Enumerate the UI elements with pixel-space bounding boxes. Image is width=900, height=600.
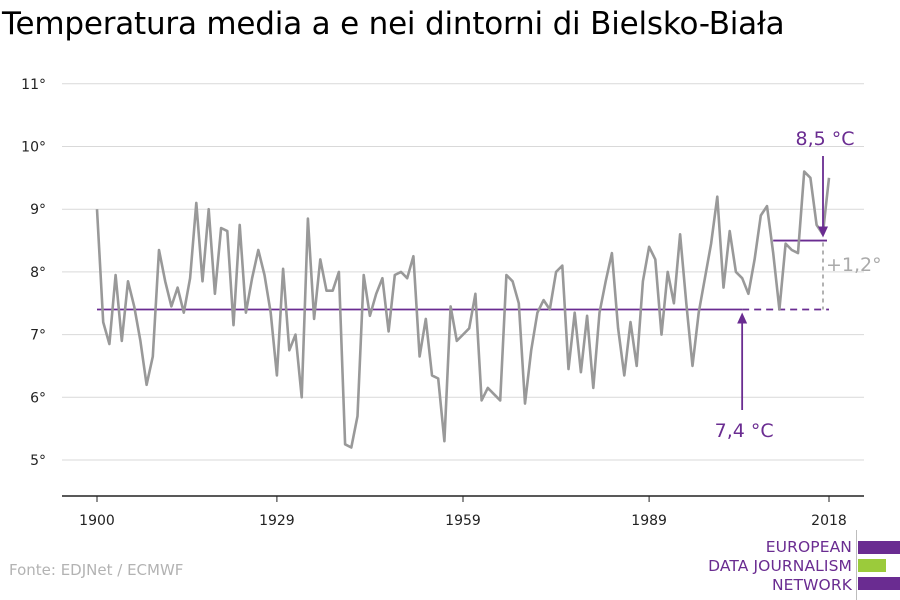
y-tick-label: 11°: [21, 77, 46, 93]
source-text: Fonte: EDJNet / ECMWF: [9, 561, 184, 579]
logo-line-2: DATA JOURNALISM: [708, 557, 852, 575]
difference-label: +1,2°: [826, 254, 882, 276]
x-tick-label: 1989: [631, 513, 667, 529]
logo-line-3: NETWORK: [771, 576, 852, 594]
logo-bar-3: [858, 577, 900, 590]
logo-bar-2: [858, 559, 886, 572]
baseline-arrow-head: [737, 312, 748, 324]
recent-value-label: 8,5 °C: [795, 128, 854, 150]
x-tick-label: 1900: [79, 513, 115, 529]
x-tick-label: 1959: [445, 513, 481, 529]
logo-bar-1: [858, 541, 900, 554]
logo-line-1: EUROPEAN: [765, 538, 852, 556]
logo-rule: [856, 530, 857, 600]
y-tick-label: 6°: [30, 390, 46, 406]
y-tick-label: 9°: [30, 202, 46, 218]
x-tick-label: 1929: [259, 513, 295, 529]
y-tick-label: 7°: [30, 328, 46, 344]
x-tick-label: 2018: [811, 513, 847, 529]
temperature-series-line: [95, 170, 831, 449]
y-tick-label: 8°: [30, 265, 46, 281]
baseline-value-label: 7,4 °C: [715, 420, 774, 442]
edjnet-logo: EUROPEAN DATA JOURNALISM NETWORK: [700, 528, 900, 600]
chart-title: Temperatura media a e nei dintorni di Bi…: [2, 6, 785, 42]
recent-arrow-head: [818, 226, 828, 238]
y-tick-label: 10°: [21, 140, 46, 156]
y-tick-label: 5°: [30, 453, 46, 469]
